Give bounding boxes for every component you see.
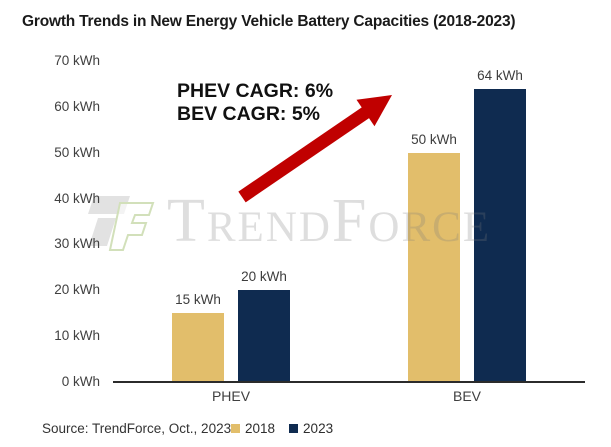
y-axis-tick-label: 20 kWh (54, 282, 100, 298)
y-axis-tick-label: 40 kWh (54, 190, 100, 206)
x-axis-line (113, 381, 585, 383)
growth-arrow-icon (238, 95, 392, 203)
y-axis-tick-label: 30 kWh (54, 236, 100, 252)
bar-value-label-phev-2023: 20 kWh (241, 269, 287, 285)
bar-value-label-bev-2018: 50 kWh (411, 131, 457, 147)
legend-item-2018: 2018 (231, 421, 275, 436)
bar-phev-2018 (172, 313, 224, 382)
cagr-annotation: PHEV CAGR: 6% BEV CAGR: 5% (177, 80, 333, 126)
chart-title: Growth Trends in New Energy Vehicle Batt… (22, 13, 516, 30)
y-axis-tick-label: 0 kWh (61, 374, 100, 389)
bar-bev-2018 (408, 152, 460, 382)
bar-value-label-phev-2018: 15 kWh (175, 292, 221, 308)
y-axis-tick-label: 70 kWh (54, 53, 100, 68)
bar-phev-2023 (238, 290, 290, 382)
trendforce-watermark-text: TrendForce (167, 187, 492, 255)
source-note: Source: TrendForce, Oct., 2023 (42, 421, 232, 436)
legend: 2018 2023 (231, 421, 333, 436)
category-label-phev: PHEV (211, 388, 251, 404)
y-axis-tick-label: 50 kWh (54, 144, 100, 160)
legend-label-2023: 2023 (303, 421, 334, 436)
trendforce-logo-watermark (88, 196, 155, 251)
legend-label-2018: 2018 (245, 421, 276, 436)
bar-value-label-bev-2023: 64 kWh (477, 67, 523, 83)
y-axis-tick-label: 10 kWh (54, 328, 100, 344)
cagr-annotation-line1: PHEV CAGR: 6% (177, 80, 334, 102)
y-axis-tick-label: 60 kWh (54, 98, 100, 114)
bar-bev-2023 (474, 88, 526, 382)
legend-swatch-2018 (231, 424, 240, 433)
legend-swatch-2023 (289, 424, 299, 433)
cagr-annotation-line2: BEV CAGR: 5% (177, 103, 321, 125)
legend-item-2023: 2023 (289, 421, 333, 436)
category-label-bev: BEV (452, 388, 481, 404)
